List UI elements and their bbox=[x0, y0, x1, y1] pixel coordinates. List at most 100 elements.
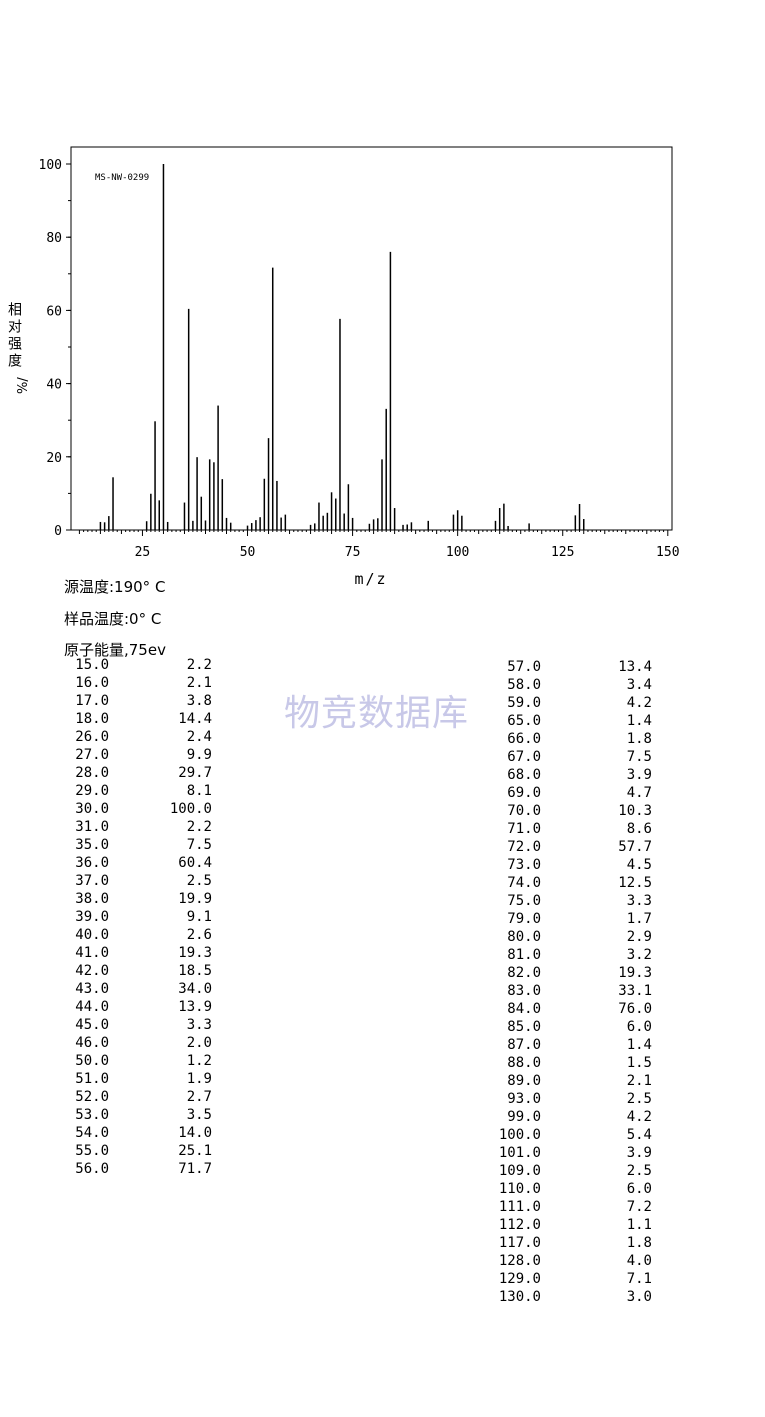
peak-table-row: 83.0 33.1 bbox=[492, 982, 652, 1000]
peak-abundance: 34.0 bbox=[178, 981, 212, 997]
peak-abundance: 2.2 bbox=[186, 657, 212, 673]
peak-abundance: 2.1 bbox=[626, 1073, 652, 1089]
peak-mz: 36.0 bbox=[75, 855, 109, 871]
peak-abundance: 57.7 bbox=[618, 839, 652, 855]
peak-abundance: 19.3 bbox=[618, 965, 652, 981]
peak-abundance: 2.9 bbox=[626, 929, 652, 945]
peak-abundance: 60.4 bbox=[178, 855, 212, 871]
x-tick-label: 25 bbox=[135, 545, 151, 560]
peak-abundance: 1.4 bbox=[626, 713, 652, 729]
peak-table-row: 88.0 1.5 bbox=[492, 1054, 652, 1072]
peak-mz: 29.0 bbox=[75, 783, 109, 799]
peak-table-row: 111.0 7.2 bbox=[492, 1198, 652, 1216]
y-axis-label-text: 相对强度 bbox=[6, 302, 22, 370]
peak-abundance: 3.3 bbox=[626, 893, 652, 909]
peak-table-row: 50.0 1.2 bbox=[62, 1052, 212, 1070]
peak-mz: 69.0 bbox=[507, 785, 541, 801]
peak-abundance: 1.4 bbox=[626, 1037, 652, 1053]
peak-mz: 41.0 bbox=[75, 945, 109, 961]
peak-abundance: 3.3 bbox=[186, 1017, 212, 1033]
y-axis-ticks: 0 20 40 60 80 100 bbox=[39, 158, 71, 539]
peak-abundance: 71.7 bbox=[178, 1161, 212, 1177]
ionization-energy: 原子能量,75ev bbox=[64, 641, 166, 659]
peak-table-right: 57.0 13.4 58.0 3.4 59.0 4.2 65.0 1.4 66.0 1.8 67.0… bbox=[492, 658, 652, 1306]
peak-mz: 55.0 bbox=[75, 1143, 109, 1159]
peak-mz: 18.0 bbox=[75, 711, 109, 727]
peak-abundance: 19.9 bbox=[178, 891, 212, 907]
peak-table-row: 68.0 3.9 bbox=[492, 766, 652, 784]
peak-mz: 38.0 bbox=[75, 891, 109, 907]
peak-abundance: 10.3 bbox=[618, 803, 652, 819]
peak-table-row: 53.0 3.5 bbox=[62, 1106, 212, 1124]
peak-abundance: 4.2 bbox=[626, 695, 652, 711]
peak-table-row: 66.0 1.8 bbox=[492, 730, 652, 748]
peak-table-row: 45.0 3.3 bbox=[62, 1016, 212, 1034]
peak-abundance: 7.1 bbox=[626, 1271, 652, 1287]
peak-mz: 110.0 bbox=[498, 1181, 541, 1197]
peak-mz: 82.0 bbox=[507, 965, 541, 981]
peak-table-row: 81.0 3.2 bbox=[492, 946, 652, 964]
peak-mz: 70.0 bbox=[507, 803, 541, 819]
source-temperature: 源温度:190° C bbox=[64, 578, 166, 596]
peak-table-row: 100.0 5.4 bbox=[492, 1126, 652, 1144]
peak-mz: 129.0 bbox=[498, 1271, 541, 1287]
peak-mz: 73.0 bbox=[507, 857, 541, 873]
peak-abundance: 2.2 bbox=[186, 819, 212, 835]
peak-table-row: 87.0 1.4 bbox=[492, 1036, 652, 1054]
y-tick-label: 40 bbox=[46, 378, 62, 393]
peak-abundance: 3.2 bbox=[626, 947, 652, 963]
peak-table-row: 101.0 3.9 bbox=[492, 1144, 652, 1162]
peak-table-row: 46.0 2.0 bbox=[62, 1034, 212, 1052]
peak-table-row: 82.0 19.3 bbox=[492, 964, 652, 982]
y-tick-label: 80 bbox=[46, 231, 62, 246]
peak-table-row: 128.0 4.0 bbox=[492, 1252, 652, 1270]
peak-abundance: 2.5 bbox=[626, 1163, 652, 1179]
peak-mz: 99.0 bbox=[507, 1109, 541, 1125]
plot-frame bbox=[70, 146, 673, 531]
peak-mz: 37.0 bbox=[75, 873, 109, 889]
peak-table-row: 39.0 9.1 bbox=[62, 908, 212, 926]
peak-mz: 71.0 bbox=[507, 821, 541, 837]
x-tick-label: 150 bbox=[656, 545, 679, 560]
peak-mz: 89.0 bbox=[507, 1073, 541, 1089]
peak-abundance: 13.9 bbox=[178, 999, 212, 1015]
peak-abundance: 2.5 bbox=[186, 873, 212, 889]
peak-abundance: 7.2 bbox=[626, 1199, 652, 1215]
peak-table-row: 18.0 14.4 bbox=[62, 710, 212, 728]
y-axis-label: 相对强度 %/ bbox=[6, 302, 31, 394]
chart-code-label: MS-NW-0299 bbox=[95, 173, 149, 183]
peak-abundance: 3.0 bbox=[626, 1289, 652, 1305]
peak-mz: 42.0 bbox=[75, 963, 109, 979]
peak-mz: 15.0 bbox=[75, 657, 109, 673]
peak-mz: 27.0 bbox=[75, 747, 109, 763]
peak-table-row: 109.0 2.5 bbox=[492, 1162, 652, 1180]
peak-abundance: 2.6 bbox=[186, 927, 212, 943]
x-tick-label: 100 bbox=[446, 545, 469, 560]
peak-abundance: 12.5 bbox=[618, 875, 652, 891]
peak-table-row: 89.0 2.1 bbox=[492, 1072, 652, 1090]
peak-abundance: 14.4 bbox=[178, 711, 212, 727]
peak-abundance: 100.0 bbox=[169, 801, 212, 817]
y-tick-label: 0 bbox=[54, 524, 62, 539]
peak-abundance: 1.5 bbox=[626, 1055, 652, 1071]
x-axis-label: m/z bbox=[354, 570, 387, 588]
peak-table-row: 36.0 60.4 bbox=[62, 854, 212, 872]
peak-mz: 58.0 bbox=[507, 677, 541, 693]
peak-table-row: 79.0 1.7 bbox=[492, 910, 652, 928]
peak-table-row: 56.0 71.7 bbox=[62, 1160, 212, 1178]
peak-abundance: 2.4 bbox=[186, 729, 212, 745]
peak-abundance: 4.0 bbox=[626, 1253, 652, 1269]
peak-abundance: 1.7 bbox=[626, 911, 652, 927]
peak-table-row: 99.0 4.2 bbox=[492, 1108, 652, 1126]
peak-mz: 67.0 bbox=[507, 749, 541, 765]
peak-abundance: 2.1 bbox=[186, 675, 212, 691]
peak-mz: 80.0 bbox=[507, 929, 541, 945]
peak-abundance: 8.6 bbox=[626, 821, 652, 837]
peak-mz: 40.0 bbox=[75, 927, 109, 943]
peak-mz: 43.0 bbox=[75, 981, 109, 997]
peak-mz: 130.0 bbox=[498, 1289, 541, 1305]
peak-table-row: 84.0 76.0 bbox=[492, 1000, 652, 1018]
peak-table-row: 31.0 2.2 bbox=[62, 818, 212, 836]
peak-mz: 79.0 bbox=[507, 911, 541, 927]
